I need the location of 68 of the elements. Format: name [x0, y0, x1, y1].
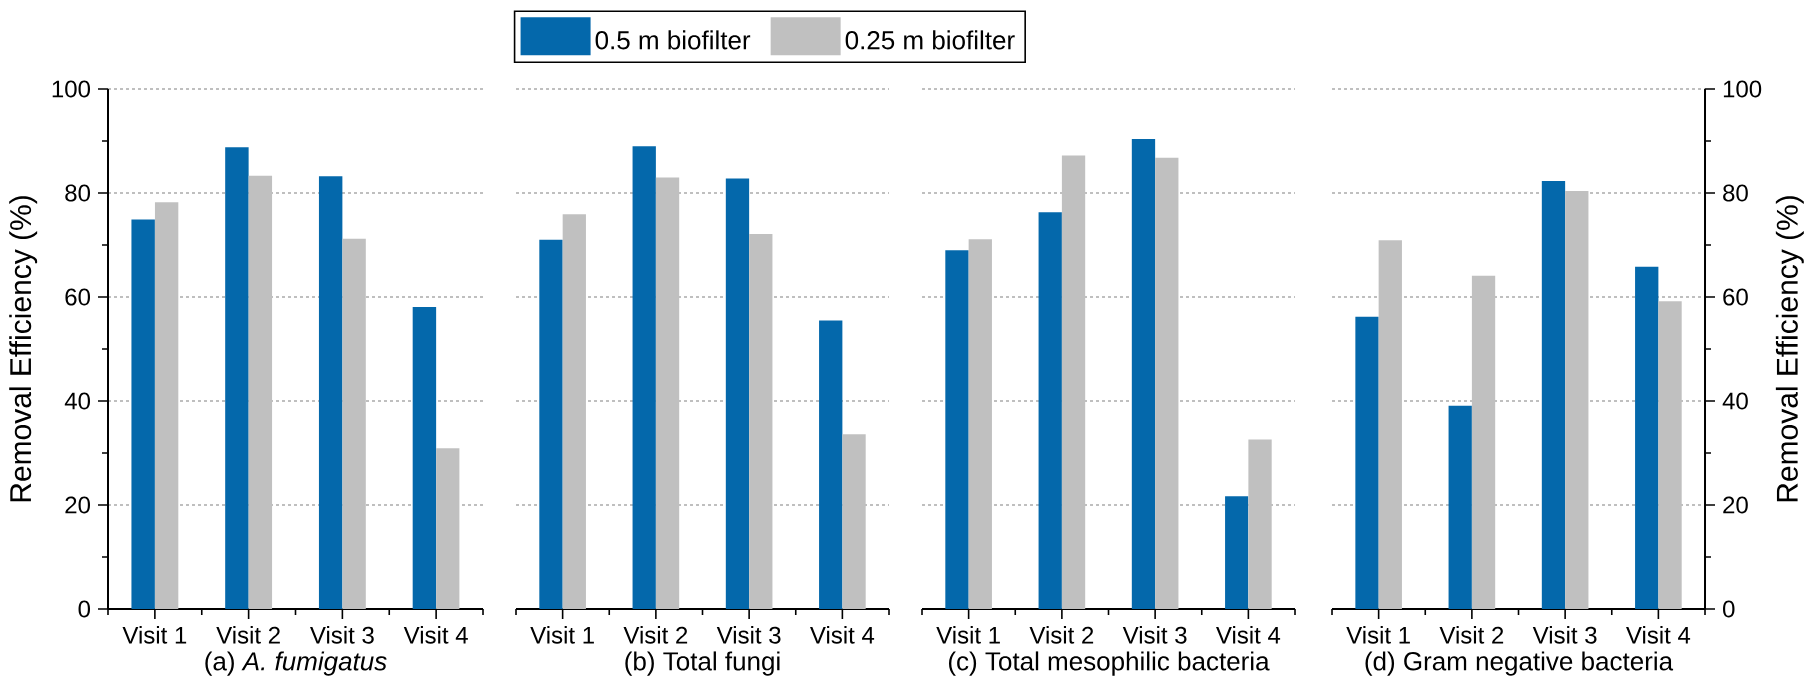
bar — [1658, 301, 1682, 609]
x-tick-label: Visit 1 — [936, 626, 1000, 644]
legend-label: 0.5 m biofilter — [595, 30, 751, 50]
x-tick-label: Visit 3 — [1122, 626, 1187, 644]
bar — [436, 448, 460, 609]
x-tick-label: Visit 1 — [530, 626, 594, 644]
y-tick-label: 40 — [64, 392, 91, 410]
y2-tick-label: 60 — [1723, 288, 1748, 306]
y2-tick-label: 40 — [1722, 392, 1748, 410]
bar — [1635, 266, 1659, 609]
y-tick-label: 60 — [65, 288, 91, 306]
y-tick-label: 100 — [52, 80, 90, 98]
bar — [342, 238, 366, 609]
y-tick-label: 20 — [65, 496, 91, 514]
bar — [1155, 157, 1179, 609]
bar — [1448, 405, 1472, 609]
x-axis-title: (b) Total fungi — [625, 651, 780, 676]
x-tick-label: Visit 4 — [810, 626, 875, 644]
bar — [632, 146, 656, 609]
bar — [1541, 181, 1566, 609]
bar — [154, 202, 179, 609]
x-tick-label: Visit 4 — [1216, 626, 1281, 644]
bar — [842, 434, 866, 609]
x-tick-label: Visit 4 — [403, 626, 468, 644]
x-tick-label: Visit 4 — [1626, 626, 1691, 644]
bar — [318, 176, 343, 609]
y2-axis-title: Removal Efficiency (%) — [1775, 196, 1804, 502]
x-tick-label: Visit 2 — [1029, 626, 1094, 644]
bar — [131, 219, 155, 609]
x-tick-label: Visit 2 — [216, 626, 280, 644]
legend-label: 0.25 m biofilter — [845, 30, 1015, 50]
x-axis-title: (a) A. fumigatus — [205, 651, 387, 676]
bar — [248, 175, 273, 609]
x-tick-label: Visit 1 — [122, 626, 187, 644]
x-axis-title: (c) Total mesophilic bacteria — [948, 651, 1270, 676]
bar — [1225, 496, 1249, 609]
bar — [749, 234, 773, 609]
x-tick-label: Visit 3 — [310, 626, 374, 644]
x-axis-title: (d) Gram negative bacteria — [1365, 651, 1674, 676]
y2-tick-label: 0 — [1723, 600, 1735, 618]
x-tick-label: Visit 3 — [1532, 626, 1597, 644]
bar — [539, 239, 563, 609]
x-tick-label: Visit 1 — [1346, 626, 1410, 644]
bar — [725, 178, 750, 609]
bar — [1471, 275, 1496, 609]
bar — [1565, 190, 1589, 609]
bar — [1355, 316, 1379, 609]
bar — [945, 250, 969, 609]
y2-tick-label: 80 — [1723, 184, 1748, 202]
bar — [225, 147, 249, 609]
bar — [968, 239, 992, 609]
x-tick-label: Visit 2 — [1439, 626, 1504, 644]
bar — [412, 306, 437, 609]
y-tick-label: 80 — [65, 184, 91, 202]
y-tick-label: 0 — [78, 600, 91, 618]
bar — [1061, 155, 1086, 609]
bar — [655, 177, 680, 609]
bar — [1378, 240, 1402, 609]
bar — [1038, 212, 1062, 609]
x-tick-label: Visit 2 — [623, 626, 688, 644]
x-tick-label: Visit 3 — [716, 626, 781, 644]
y2-tick-label: 100 — [1723, 80, 1762, 98]
bar — [1248, 439, 1272, 609]
bar — [819, 320, 843, 609]
y2-tick-label: 20 — [1723, 496, 1748, 514]
y-axis-title: Removal Efficiency (%) — [9, 196, 38, 502]
bar — [562, 214, 586, 609]
bar — [1131, 138, 1156, 609]
